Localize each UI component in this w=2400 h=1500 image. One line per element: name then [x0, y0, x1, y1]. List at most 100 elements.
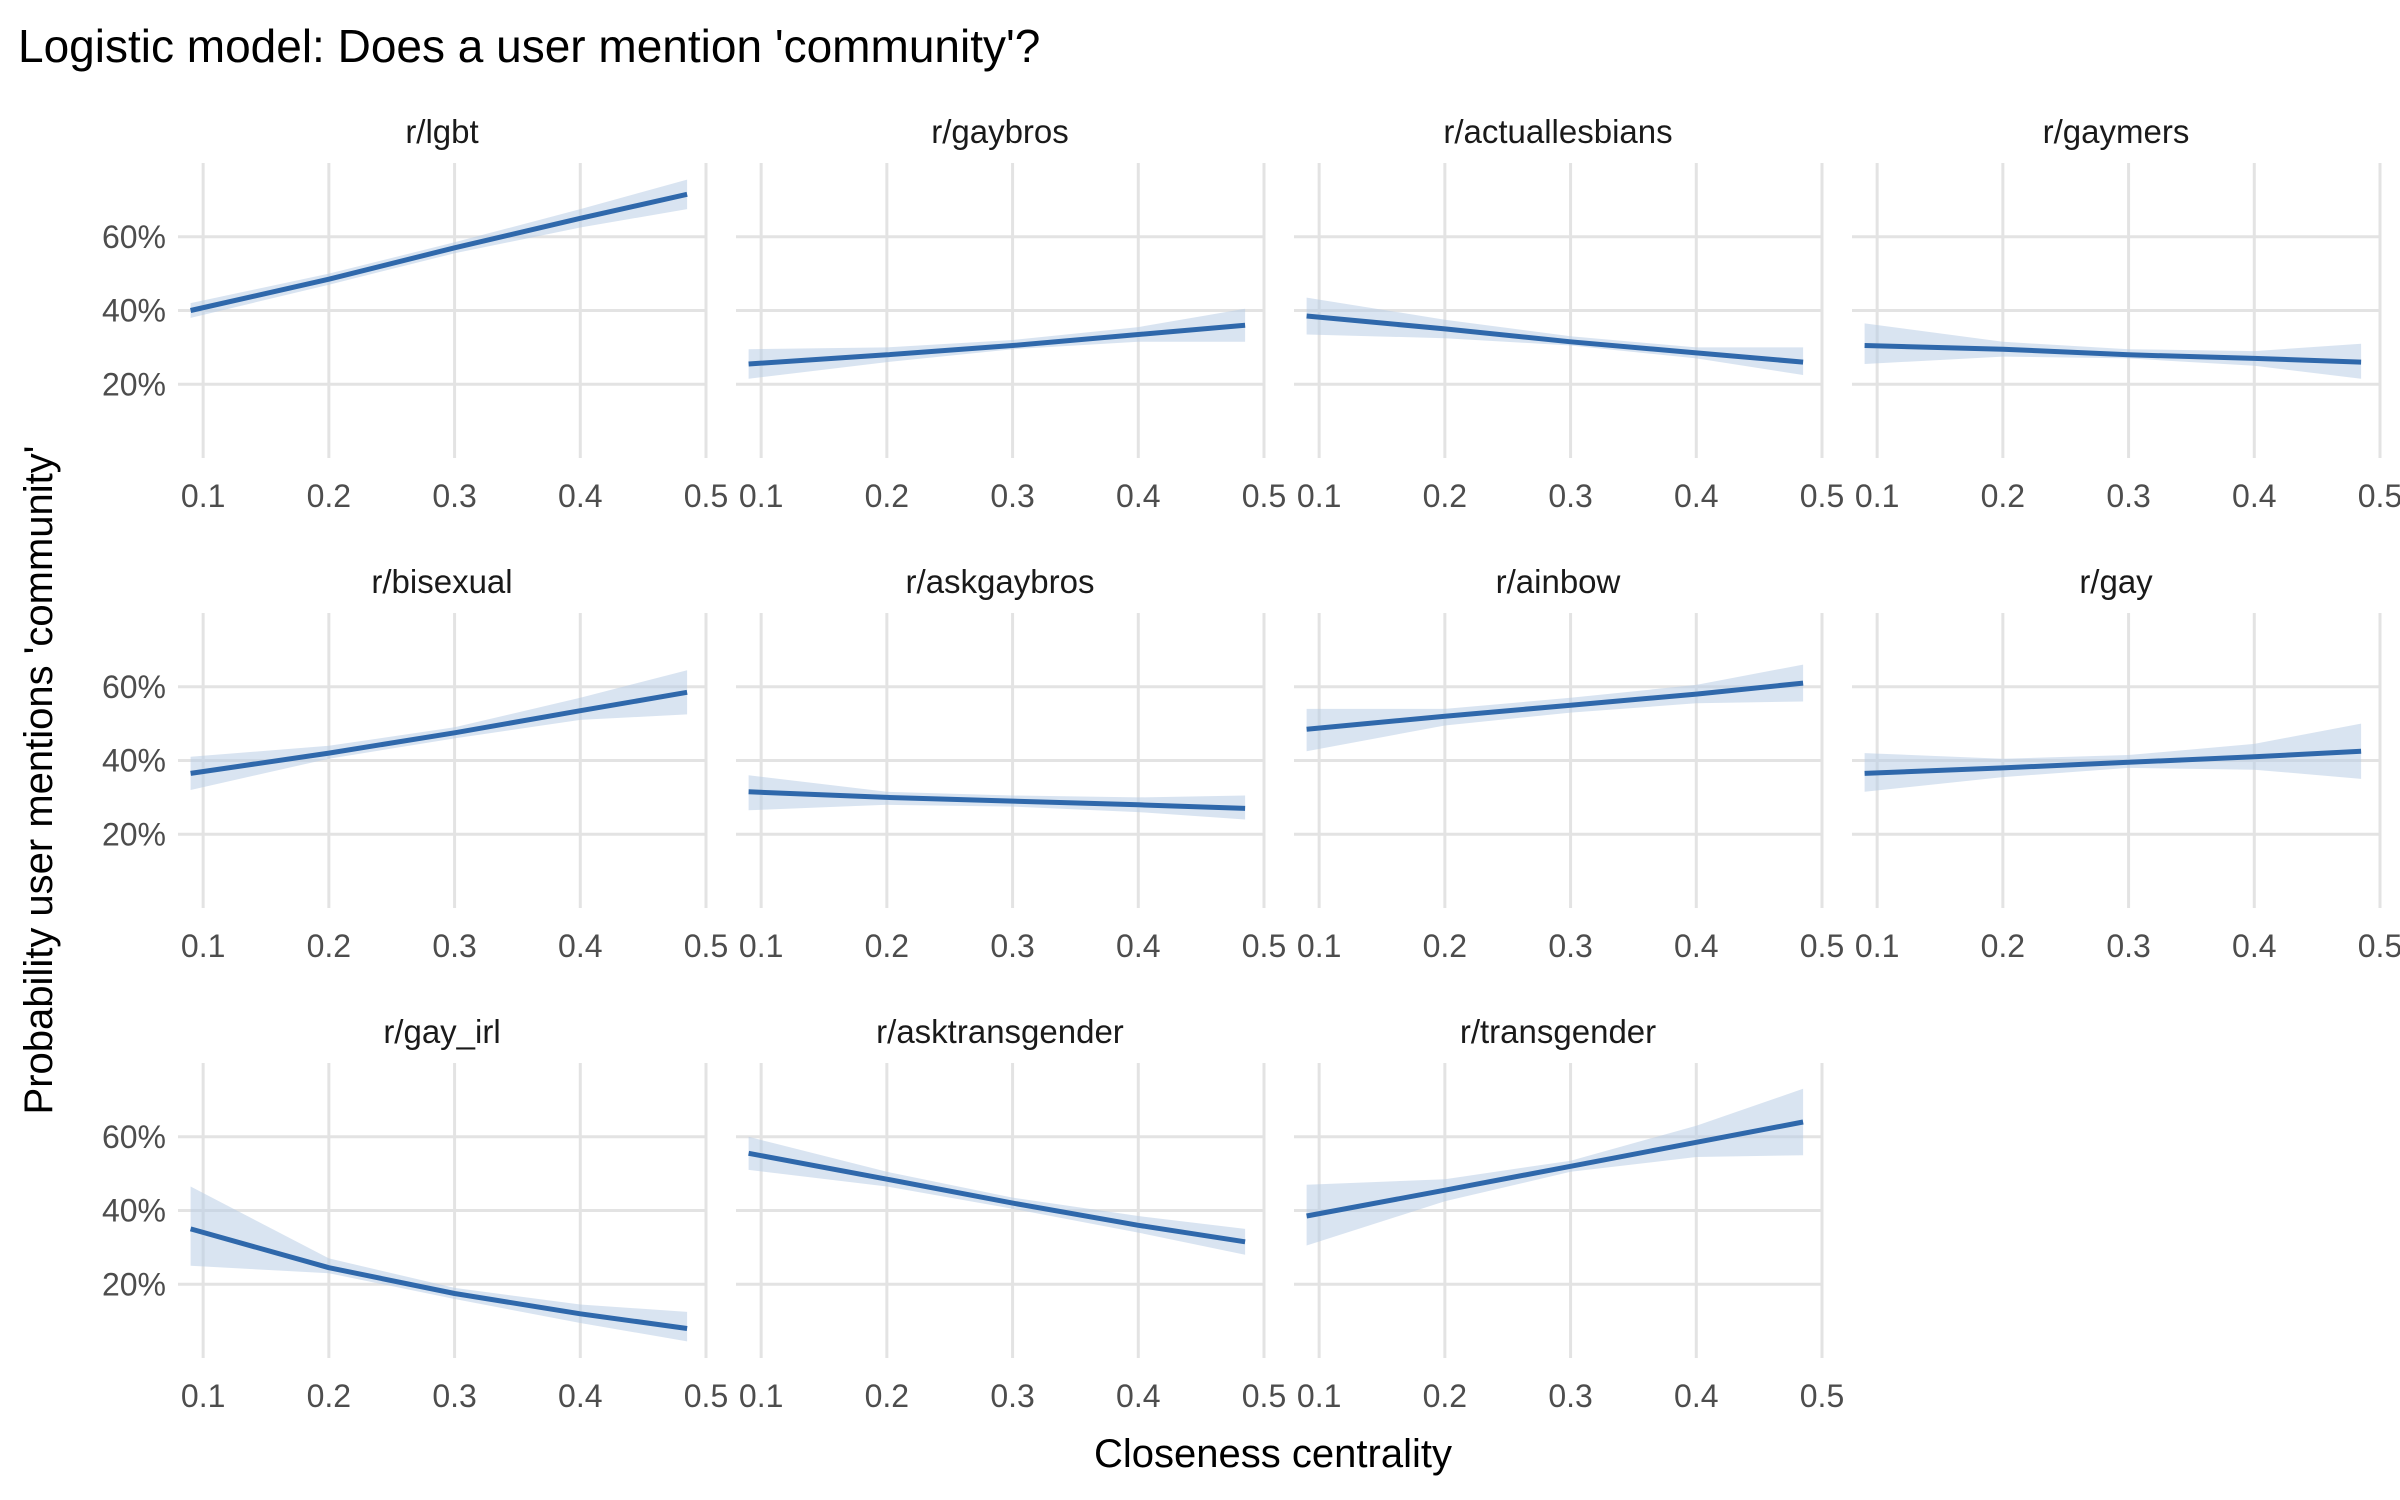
confidence-band: [1306, 297, 1804, 375]
x-tick-label: 0.5: [1800, 478, 1844, 514]
x-tick-label: 0.1: [739, 928, 783, 964]
facet-title: r/bisexual: [371, 563, 512, 600]
x-tick-label: 0.5: [684, 1378, 728, 1414]
x-tick-label: 0.2: [1423, 1378, 1467, 1414]
facet-panel: r/transgender 0.1 0.2 0.3 0.4 0.5: [1294, 1013, 1844, 1414]
facet-panel: r/asktransgender 0.1 0.2 0.3 0.4 0.5: [736, 1013, 1286, 1414]
chart-title: Logistic model: Does a user mention 'com…: [18, 20, 1040, 72]
x-tick-label: 0.5: [684, 928, 728, 964]
x-tick-label: 0.2: [1423, 928, 1467, 964]
y-tick-label: 40%: [102, 1193, 166, 1229]
x-tick-label: 0.1: [181, 928, 225, 964]
x-tick-label: 0.2: [307, 1378, 351, 1414]
x-tick-label: 0.1: [739, 1378, 783, 1414]
x-tick-label: 0.2: [865, 1378, 909, 1414]
confidence-band: [748, 775, 1246, 820]
facet-title: r/lgbt: [405, 113, 478, 150]
x-tick-label: 0.4: [558, 478, 602, 514]
x-tick-label: 0.2: [1423, 478, 1467, 514]
series-line: [190, 689, 688, 776]
x-tick-label: 0.1: [1297, 928, 1341, 964]
series-line: [190, 191, 688, 313]
x-tick-label: 0.3: [432, 1378, 476, 1414]
x-tick-label: 0.3: [1548, 478, 1592, 514]
series-line: [1864, 748, 2362, 776]
x-tick-label: 0.4: [1674, 478, 1718, 514]
x-tick-label: 0.5: [2358, 478, 2400, 514]
y-tick-label: 40%: [102, 743, 166, 779]
facet-title: r/gay_irl: [383, 1013, 500, 1050]
x-tick-label: 0.3: [990, 1378, 1034, 1414]
facet-panel: r/gay 0.1 0.2 0.3 0.4 0.5: [1852, 563, 2400, 964]
facet-title: r/gay: [2079, 563, 2153, 600]
facet-panel: r/bisexual 20% 40% 60% 0.1 0.2 0.3 0.4 0.5: [102, 563, 728, 964]
x-tick-label: 0.5: [1242, 478, 1286, 514]
x-tick-label: 0.4: [1116, 478, 1160, 514]
x-tick-label: 0.3: [432, 928, 476, 964]
x-tick-label: 0.3: [2106, 478, 2150, 514]
x-tick-label: 0.4: [2232, 478, 2276, 514]
x-tick-label: 0.3: [432, 478, 476, 514]
series-line: [748, 789, 1246, 811]
x-axis-title: Closeness centrality: [1094, 1432, 1452, 1476]
x-tick-label: 0.1: [1855, 928, 1899, 964]
x-tick-label: 0.3: [990, 478, 1034, 514]
facet-title: r/gaymers: [2043, 113, 2190, 150]
x-tick-label: 0.3: [1548, 928, 1592, 964]
series-line: [1306, 1119, 1804, 1219]
x-tick-label: 0.4: [1674, 1378, 1718, 1414]
facet-panel: r/askgaybros 0.1 0.2 0.3 0.4 0.5: [736, 563, 1286, 964]
facet-panel: r/ainbow 0.1 0.2 0.3 0.4 0.5: [1294, 563, 1844, 964]
x-tick-label: 0.2: [865, 928, 909, 964]
y-axis-title: Probability user mentions 'community': [17, 446, 61, 1115]
series-line: [748, 322, 1246, 367]
y-tick-label: 60%: [102, 669, 166, 705]
facet-panel: r/actuallesbians 0.1 0.2 0.3 0.4 0.5: [1294, 113, 1844, 514]
facet-panel: r/gaybros 0.1 0.2 0.3 0.4 0.5: [736, 113, 1286, 514]
y-tick-label: 20%: [102, 366, 166, 402]
y-tick-label: 20%: [102, 1266, 166, 1302]
x-tick-label: 0.1: [739, 478, 783, 514]
facet-panel: r/gaymers 0.1 0.2 0.3 0.4 0.5: [1852, 113, 2400, 514]
x-tick-label: 0.1: [181, 1378, 225, 1414]
x-tick-label: 0.4: [1116, 928, 1160, 964]
confidence-band: [748, 1136, 1246, 1255]
series-line: [1306, 313, 1804, 365]
y-tick-label: 60%: [102, 219, 166, 255]
x-tick-label: 0.1: [1855, 478, 1899, 514]
x-tick-label: 0.3: [1548, 1378, 1592, 1414]
facet-title: r/askgaybros: [906, 563, 1095, 600]
x-tick-label: 0.3: [990, 928, 1034, 964]
facet-panels: r/lgbt 20% 40% 60% 0.1 0.2 0.3 0.4 0.5 r/gaybros 0…: [102, 113, 2400, 1414]
facet-title: r/actuallesbians: [1443, 113, 1672, 150]
y-tick-label: 40%: [102, 293, 166, 329]
x-tick-label: 0.5: [1242, 928, 1286, 964]
series-line: [1306, 680, 1804, 732]
x-tick-label: 0.4: [558, 928, 602, 964]
confidence-band: [748, 308, 1246, 379]
confidence-band: [190, 1186, 688, 1342]
y-tick-label: 20%: [102, 816, 166, 852]
series-line: [189, 1226, 688, 1331]
series-line: [1864, 343, 2362, 365]
x-tick-label: 0.5: [1800, 1378, 1844, 1414]
facet-title: r/asktransgender: [876, 1013, 1124, 1050]
x-tick-label: 0.2: [1981, 478, 2025, 514]
x-tick-label: 0.2: [865, 478, 909, 514]
x-tick-label: 0.2: [307, 928, 351, 964]
x-tick-label: 0.4: [558, 1378, 602, 1414]
confidence-band: [1864, 323, 2362, 379]
x-tick-label: 0.5: [684, 478, 728, 514]
facet-title: r/transgender: [1460, 1013, 1656, 1050]
x-tick-label: 0.5: [1800, 928, 1844, 964]
confidence-band: [190, 670, 688, 790]
x-tick-label: 0.1: [1297, 1378, 1341, 1414]
x-tick-label: 0.5: [1242, 1378, 1286, 1414]
facet-title: r/gaybros: [931, 113, 1069, 150]
facet-panel: r/gay_irl 20% 40% 60% 0.1 0.2 0.3 0.4 0.5: [102, 1013, 728, 1414]
x-tick-label: 0.4: [1116, 1378, 1160, 1414]
confidence-band: [190, 179, 688, 318]
x-tick-label: 0.4: [1674, 928, 1718, 964]
series-line: [748, 1150, 1246, 1245]
x-tick-label: 0.2: [1981, 928, 2025, 964]
